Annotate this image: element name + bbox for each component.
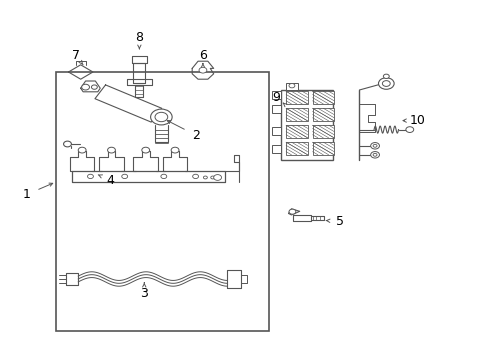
Bar [285, 108, 307, 121]
Text: 1: 1 [23, 188, 31, 201]
Bar [312, 125, 333, 138]
Circle shape [122, 174, 127, 179]
Circle shape [155, 112, 167, 122]
Circle shape [142, 147, 149, 153]
Text: 10: 10 [409, 114, 425, 127]
Bar [272, 105, 281, 113]
Text: 8: 8 [135, 31, 143, 44]
Bar [312, 142, 333, 155]
Text: 4: 4 [106, 174, 114, 186]
Circle shape [405, 127, 413, 132]
Circle shape [383, 74, 388, 78]
Text: 2: 2 [191, 129, 199, 141]
Bar [285, 83, 298, 90]
Circle shape [370, 143, 379, 149]
Circle shape [81, 84, 89, 90]
Circle shape [288, 209, 295, 214]
Circle shape [378, 78, 393, 89]
Text: 6: 6 [199, 49, 206, 62]
Circle shape [78, 147, 86, 153]
Bar [312, 91, 333, 104]
Bar [272, 145, 281, 153]
Circle shape [91, 85, 97, 89]
Bar [272, 127, 281, 135]
Text: 5: 5 [335, 215, 343, 228]
Bar [272, 91, 281, 99]
Circle shape [192, 174, 198, 179]
Circle shape [203, 176, 207, 179]
Bar [281, 90, 332, 160]
Circle shape [372, 153, 376, 156]
Bar [312, 108, 333, 121]
Circle shape [161, 174, 166, 179]
Circle shape [213, 175, 221, 180]
Bar [56, 72, 268, 331]
Bar [285, 91, 307, 104]
Circle shape [87, 174, 93, 179]
Circle shape [63, 141, 71, 147]
Text: 9: 9 [272, 91, 280, 104]
Circle shape [372, 144, 376, 147]
Circle shape [171, 147, 179, 153]
Bar [285, 125, 307, 138]
Circle shape [199, 67, 206, 73]
Text: 3: 3 [140, 287, 148, 300]
Circle shape [210, 176, 214, 179]
Bar [285, 142, 307, 155]
Circle shape [107, 147, 115, 153]
Text: 7: 7 [72, 49, 80, 62]
Circle shape [370, 152, 379, 158]
Circle shape [382, 81, 389, 86]
Circle shape [150, 109, 172, 125]
Circle shape [288, 84, 294, 88]
